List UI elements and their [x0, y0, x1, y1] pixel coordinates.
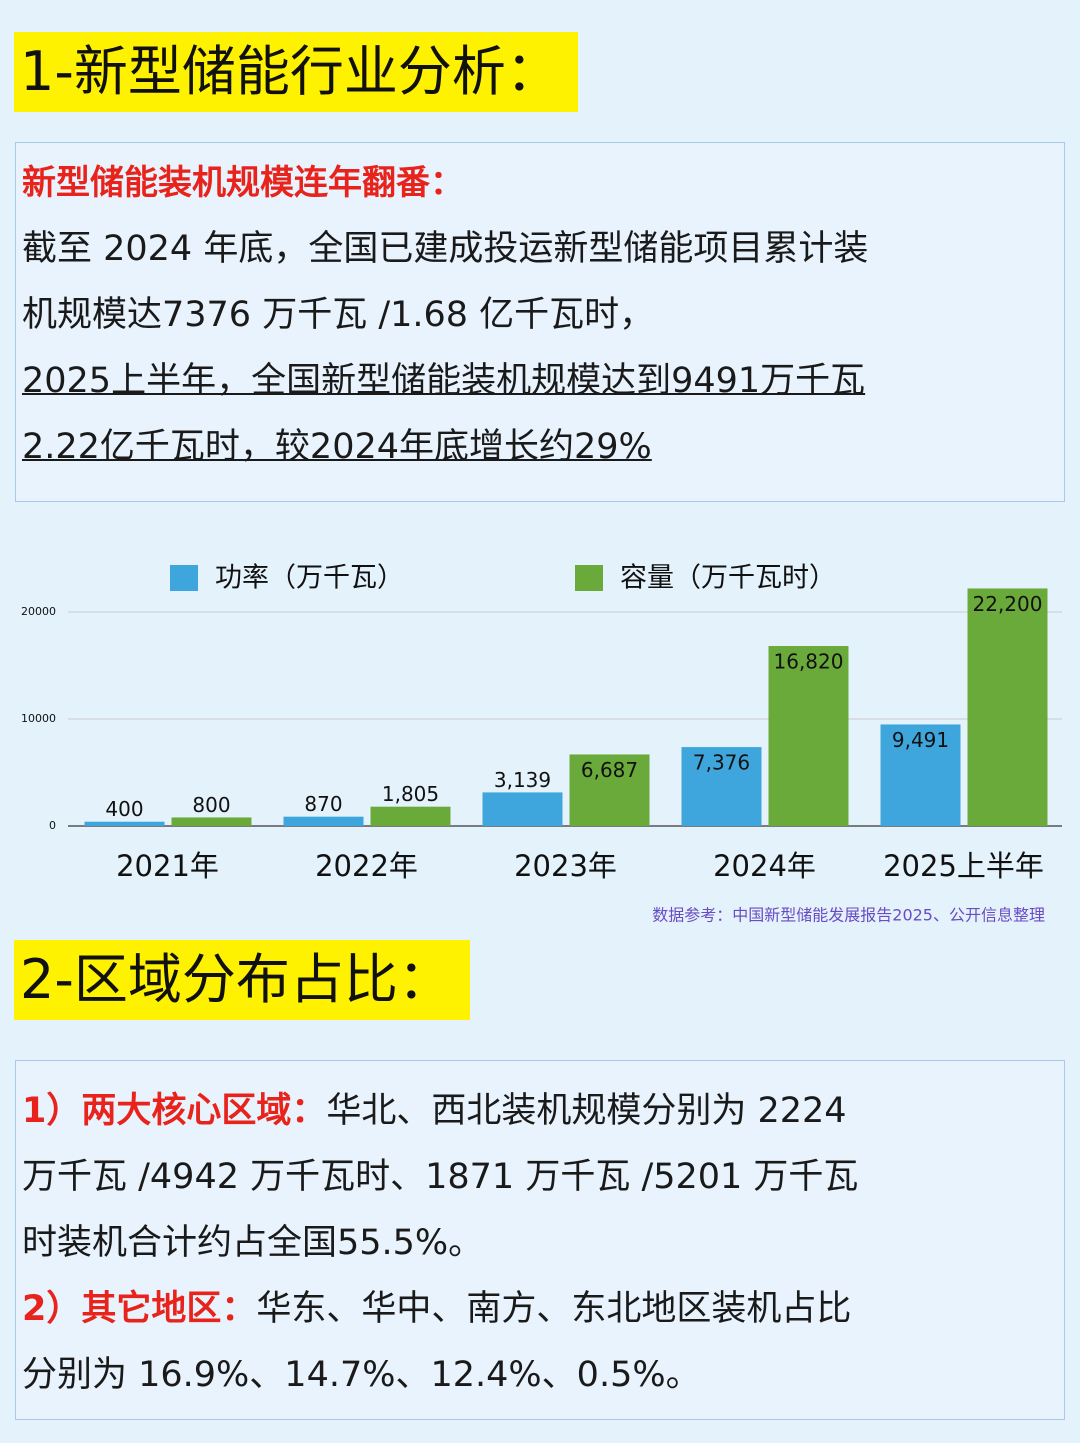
text-box: 1）两大核心区域：华北、西北装机规模分别为 2224 万千瓦 /4942 万千瓦时… — [15, 1060, 1065, 1420]
value-label: 9,491 — [892, 728, 949, 752]
value-label: 22,200 — [973, 592, 1043, 616]
item-label: 2）其它地区： — [22, 1289, 257, 1329]
value-label: 7,376 — [693, 751, 750, 775]
value-label: 870 — [304, 792, 342, 816]
section-title: 1-新型储能行业分析： — [14, 32, 578, 112]
legend-label: 容量（万千瓦时） — [620, 563, 836, 594]
bar — [681, 747, 762, 826]
legend-swatch — [575, 565, 603, 591]
bar — [967, 588, 1048, 826]
bar — [880, 724, 961, 826]
item-text: 时装机合计约占全国55.5%。 — [22, 1223, 484, 1263]
legend-swatch — [170, 565, 198, 591]
bar — [569, 754, 650, 826]
value-label: 16,820 — [774, 650, 844, 674]
text-line: 2）其它地区：华东、华中、南方、东北地区装机占比 — [22, 1289, 851, 1329]
legend-label: 功率（万千瓦） — [215, 563, 404, 594]
item-label: 1）两大核心区域： — [22, 1091, 327, 1131]
value-label: 400 — [105, 797, 143, 821]
item-text: 华东、华中、南方、东北地区装机占比 — [256, 1289, 852, 1329]
y-tick-label: 0 — [49, 819, 56, 832]
text-line: 万千瓦 /4942 万千瓦时、1871 万千瓦 /5201 万千瓦 — [22, 1157, 858, 1197]
x-tick-label: 2023年 — [514, 849, 617, 883]
text-line: 时装机合计约占全国55.5%。 — [22, 1223, 483, 1263]
x-tick-label: 2021年 — [116, 849, 219, 883]
value-label: 800 — [192, 793, 230, 817]
text-line: 机规模达7376 万千瓦 /1.68 亿千瓦时， — [22, 295, 655, 335]
text-line: 2025上半年，全国新型储能装机规模达到9491万千瓦 — [22, 361, 866, 401]
item-text: 分别为 16.9%、14.7%、12.4%、0.5%。 — [22, 1355, 701, 1395]
value-label: 3,139 — [494, 768, 551, 792]
value-label: 6,687 — [581, 758, 638, 782]
bar — [84, 821, 165, 826]
x-tick-label: 2022年 — [315, 849, 418, 883]
y-tick-label: 20000 — [21, 605, 56, 618]
text-line: 分别为 16.9%、14.7%、12.4%、0.5%。 — [22, 1355, 701, 1395]
item-text: 万千瓦 /4942 万千瓦时、1871 万千瓦 /5201 万千瓦 — [22, 1157, 859, 1197]
bar — [283, 816, 364, 826]
bar — [171, 817, 252, 826]
section-title: 2-区域分布占比： — [14, 940, 470, 1020]
y-tick-label: 10000 — [21, 712, 56, 725]
bar — [768, 646, 849, 826]
text-line: 截至 2024 年底，全国已建成投运新型储能项目累计装 — [22, 229, 869, 269]
bar — [482, 792, 563, 826]
value-label: 1,805 — [382, 782, 439, 806]
bar — [370, 806, 451, 826]
x-tick-label: 2025上半年 — [883, 849, 1044, 883]
item-text: 华北、西北装机规模分别为 2224 — [326, 1091, 847, 1131]
text-line: 1）两大核心区域：华北、西北装机规模分别为 2224 — [22, 1091, 847, 1131]
heading: 新型储能装机规模连年翻番： — [22, 163, 464, 203]
x-tick-label: 2024年 — [713, 849, 816, 883]
text-line: 2.22亿千瓦时，较2024年底增长约29% — [22, 427, 652, 467]
text-box: 新型储能装机规模连年翻番： 截至 2024 年底，全国已建成投运新型储能项目累计… — [15, 142, 1065, 502]
source-note: 数据参考：中国新型储能发展报告2025、公开信息整理 — [652, 906, 1045, 925]
